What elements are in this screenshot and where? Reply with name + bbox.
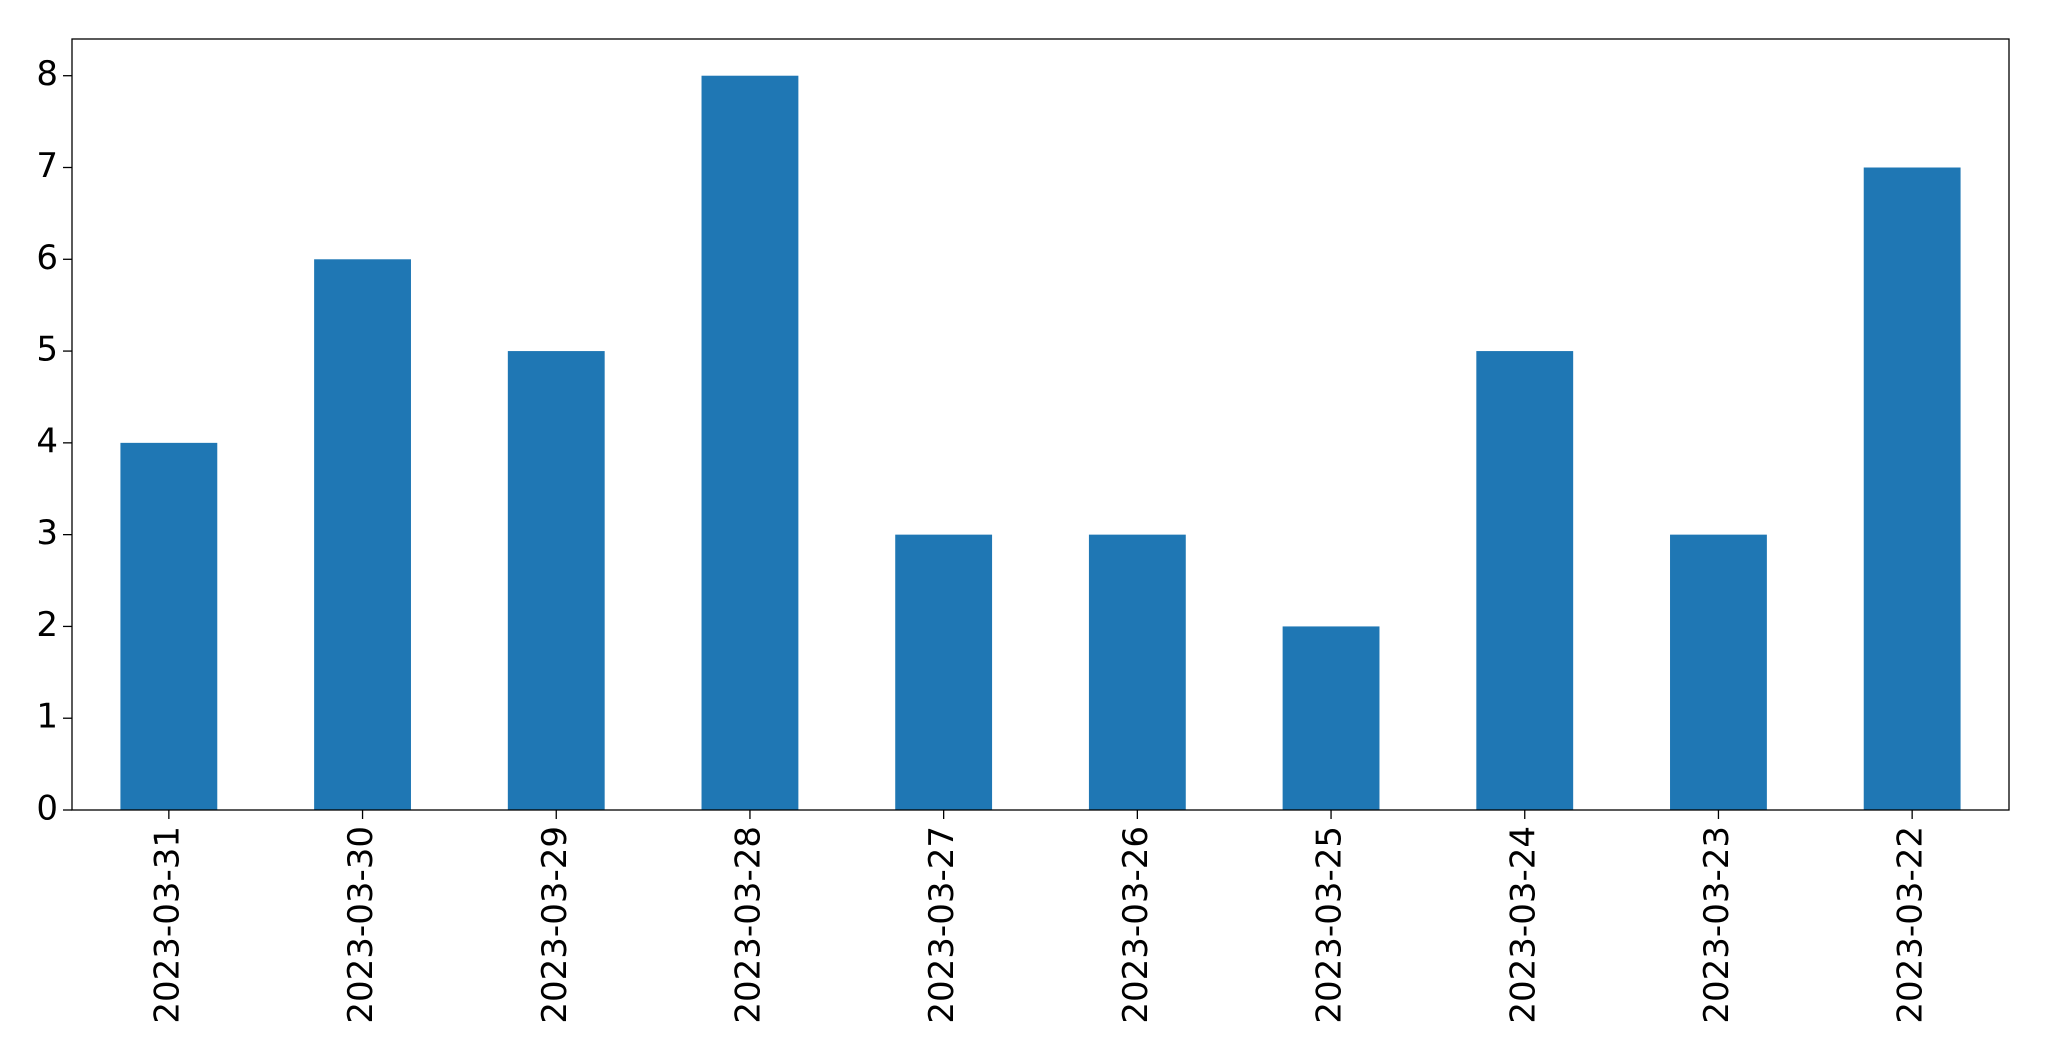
x-tick-label: 2023-03-27 xyxy=(922,826,962,1024)
bar xyxy=(1476,351,1574,810)
plot-frame xyxy=(71,38,2010,811)
y-tick-label: 6 xyxy=(36,238,58,278)
y-tick-label: 2 xyxy=(36,605,58,645)
x-tick-label: 2023-03-31 xyxy=(147,826,187,1024)
x-tick-label: 2023-03-28 xyxy=(728,826,768,1024)
bar xyxy=(120,442,218,810)
bar xyxy=(314,259,411,810)
y-tick-label: 5 xyxy=(36,330,58,370)
bar xyxy=(1863,167,1961,810)
bar xyxy=(1670,534,1767,810)
x-tick-label: 2023-03-24 xyxy=(1503,826,1543,1024)
bar xyxy=(701,75,799,810)
bar xyxy=(1088,534,1186,810)
bar xyxy=(895,534,993,810)
y-tick-label: 1 xyxy=(36,697,58,737)
y-tick-label: 0 xyxy=(36,789,58,829)
y-tick-label: 8 xyxy=(36,54,58,94)
y-tick-label: 7 xyxy=(36,146,58,186)
x-tick-label: 2023-03-29 xyxy=(535,826,575,1024)
x-tick-label: 2023-03-22 xyxy=(1891,826,1931,1024)
y-tick-label: 4 xyxy=(36,421,58,461)
x-tick-label: 2023-03-23 xyxy=(1697,826,1737,1024)
x-tick-label: 2023-03-25 xyxy=(1310,826,1350,1024)
x-tick-label: 2023-03-30 xyxy=(341,826,381,1024)
y-tick-label: 3 xyxy=(36,513,58,553)
bar xyxy=(507,351,605,810)
x-tick-label: 2023-03-26 xyxy=(1116,826,1156,1024)
bar xyxy=(1282,626,1380,810)
